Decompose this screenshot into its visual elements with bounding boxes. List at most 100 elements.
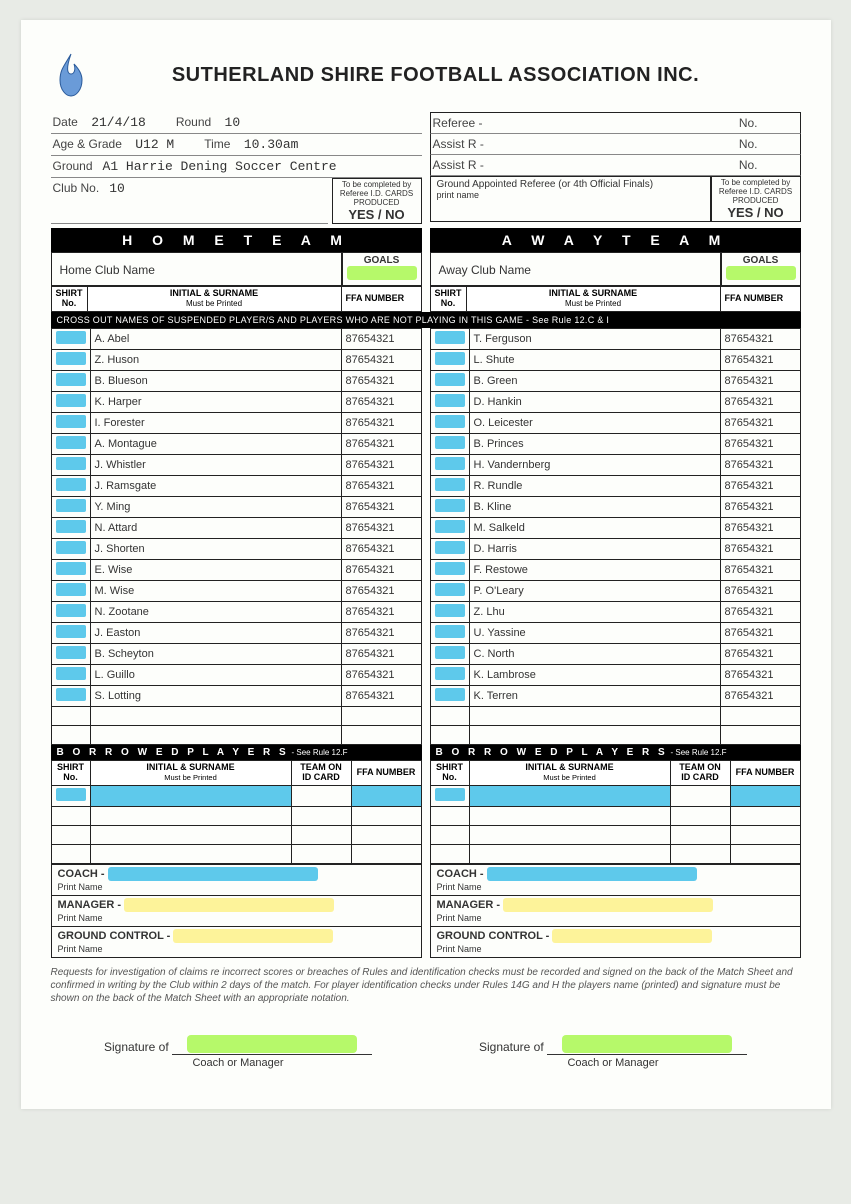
highlight-blue-icon xyxy=(435,331,465,344)
round-value: 10 xyxy=(225,115,241,130)
date-value: 21/4/18 xyxy=(91,115,146,130)
player-ffa: 87654321 xyxy=(341,433,421,454)
highlight-blue-icon xyxy=(56,457,86,470)
player-ffa: 87654321 xyxy=(341,643,421,664)
ground-control-label: GROUND CONTROL - xyxy=(58,929,171,941)
player-ffa: 87654321 xyxy=(341,391,421,412)
table-row: Z. Lhu87654321 xyxy=(430,601,800,622)
player-name: K. Lambrose xyxy=(469,664,720,685)
borrowed-table-away: SHIRT No. INITIAL & SURNAMEMust be Print… xyxy=(430,760,801,864)
player-ffa: 87654321 xyxy=(720,601,800,622)
player-name: J. Shorten xyxy=(90,538,341,559)
player-ffa: 87654321 xyxy=(720,475,800,496)
table-row xyxy=(51,725,421,744)
table-row: M. Salkeld87654321 xyxy=(430,517,800,538)
home-players-table: A. Abel87654321Z. Huson87654321B. Blueso… xyxy=(51,328,422,745)
player-name: E. Wise xyxy=(90,559,341,580)
table-row xyxy=(430,706,800,725)
player-ffa: 87654321 xyxy=(720,538,800,559)
table-row: B. Kline87654321 xyxy=(430,496,800,517)
player-name: J. Whistler xyxy=(90,454,341,475)
player-ffa: 87654321 xyxy=(720,349,800,370)
assist1-no: No. xyxy=(739,137,758,151)
highlight-blue-icon xyxy=(435,541,465,554)
player-name: L. Guillo xyxy=(90,664,341,685)
highlight-blue-icon xyxy=(108,867,318,881)
table-row: Y. Ming87654321 xyxy=(51,496,421,517)
table-row: U. Yassine87654321 xyxy=(430,622,800,643)
yesno-home: YES / NO xyxy=(335,207,419,222)
highlight-green-icon xyxy=(726,266,796,280)
staff-table-away: COACH - Print Name MANAGER - Print Name … xyxy=(430,864,801,958)
player-name: N. Zootane xyxy=(90,601,341,622)
highlight-blue-icon xyxy=(56,352,86,365)
team-headers: H O M E T E A M Home Club Name GOALS SHI… xyxy=(51,228,801,312)
highlight-blue-icon xyxy=(56,373,86,386)
player-name: P. O'Leary xyxy=(469,580,720,601)
referee-no: No. xyxy=(739,116,758,130)
ground-label: Ground xyxy=(53,159,93,173)
highlight-green-icon xyxy=(562,1035,732,1053)
away-team-bar: A W A Y T E A M xyxy=(430,228,801,252)
home-club-name: Home Club Name xyxy=(51,252,342,286)
init-surname-header-away: INITIAL & SURNAME xyxy=(549,288,637,298)
player-ffa: 87654321 xyxy=(720,622,800,643)
highlight-blue-icon xyxy=(435,688,465,701)
ffa-header-away: FFA NUMBER xyxy=(725,293,784,303)
assist1-label: Assist R - xyxy=(433,137,484,151)
staff-section: COACH - Print Name MANAGER - Print Name … xyxy=(51,864,801,958)
table-row: B. Princes87654321 xyxy=(430,433,800,454)
borrowed-table-home: SHIRT No. INITIAL & SURNAMEMust be Print… xyxy=(51,760,422,864)
must-print: Must be Printed xyxy=(186,299,242,308)
idcard-note: To be completed by Referee I.D. CARDS PR… xyxy=(335,180,419,207)
player-name: S. Lotting xyxy=(90,685,341,706)
highlight-yellow-icon xyxy=(552,929,712,943)
table-row: B. Scheyton87654321 xyxy=(51,643,421,664)
table-row: P. O'Leary87654321 xyxy=(430,580,800,601)
away-players-table: T. Ferguson87654321L. Shute87654321B. Gr… xyxy=(430,328,801,745)
table-row: K. Lambrose87654321 xyxy=(430,664,800,685)
highlight-blue-icon xyxy=(435,478,465,491)
player-name xyxy=(469,706,720,725)
player-ffa: 87654321 xyxy=(720,559,800,580)
round-label: Round xyxy=(176,115,211,129)
table-row: T. Ferguson87654321 xyxy=(430,328,800,349)
highlight-blue-icon xyxy=(56,478,86,491)
table-row: J. Shorten87654321 xyxy=(51,538,421,559)
ground-value: A1 Harrie Dening Soccer Centre xyxy=(103,159,420,174)
player-ffa: 87654321 xyxy=(341,454,421,475)
table-row: C. North87654321 xyxy=(430,643,800,664)
highlight-blue-icon xyxy=(435,394,465,407)
referee-label: Referee - xyxy=(433,116,483,130)
borrowed-rule: - See Rule 12.F xyxy=(292,748,348,757)
ffa-header: FFA NUMBER xyxy=(346,293,405,303)
match-sheet: SUTHERLAND SHIRE FOOTBALL ASSOCIATION IN… xyxy=(21,20,831,1109)
player-ffa: 87654321 xyxy=(720,517,800,538)
home-team-bar: H O M E T E A M xyxy=(51,228,422,252)
player-name: D. Hankin xyxy=(469,391,720,412)
idcard-note-away: To be completed by Referee I.D. CARDS PR… xyxy=(714,178,798,205)
player-name: T. Ferguson xyxy=(469,328,720,349)
table-row: D. Harris87654321 xyxy=(430,538,800,559)
date-label: Date xyxy=(53,115,78,129)
player-ffa: 87654321 xyxy=(720,496,800,517)
sig-label: Signature of xyxy=(104,1040,169,1054)
highlight-blue-icon xyxy=(487,867,697,881)
borrowed-bar-away: B O R R O W E D P L A Y E R S - See Rule… xyxy=(430,745,801,760)
highlight-blue-icon xyxy=(435,457,465,470)
away-goals-cell: GOALS xyxy=(721,252,801,286)
goals-label-away: GOALS xyxy=(724,255,798,266)
highlight-yellow-icon xyxy=(124,898,334,912)
shirt-no-header: SHIRT No. xyxy=(56,288,83,308)
init-surname-header: INITIAL & SURNAME xyxy=(170,288,258,298)
player-ffa: 87654321 xyxy=(720,433,800,454)
idcard-box-home: To be completed by Referee I.D. CARDS PR… xyxy=(332,178,422,224)
player-ffa: 87654321 xyxy=(341,580,421,601)
player-ffa: 87654321 xyxy=(341,517,421,538)
highlight-blue-icon xyxy=(56,415,86,428)
highlight-blue-icon xyxy=(56,788,86,801)
player-ffa xyxy=(341,706,421,725)
table-row: B. Blueson87654321 xyxy=(51,370,421,391)
highlight-blue-icon xyxy=(435,352,465,365)
player-ffa: 87654321 xyxy=(720,391,800,412)
